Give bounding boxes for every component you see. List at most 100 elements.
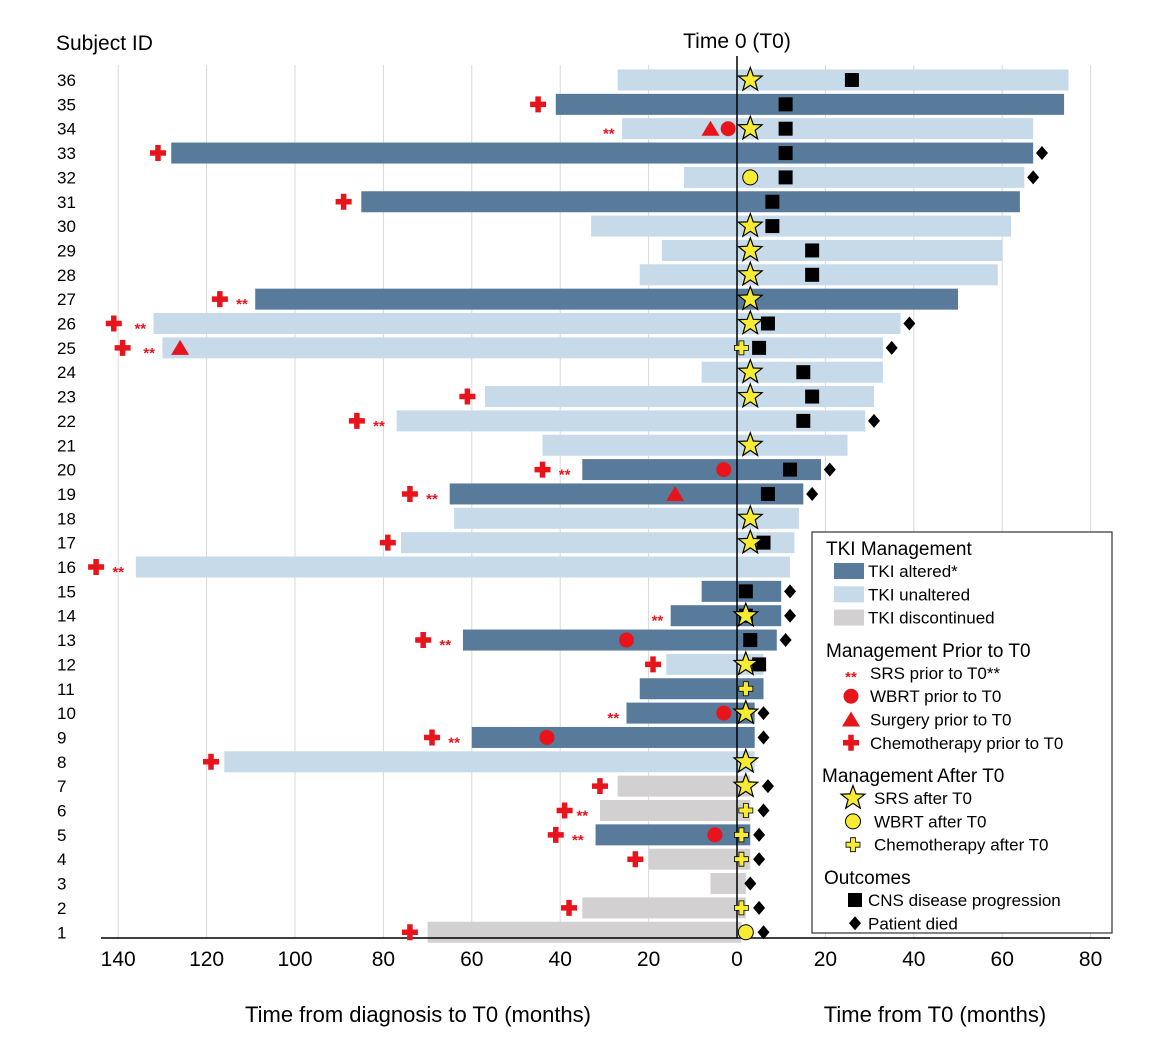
progression-marker [760, 486, 775, 501]
progression-marker [752, 340, 767, 355]
tki-bar-unaltered [622, 118, 1034, 140]
x-axis-title-right: Time from T0 (months) [824, 1002, 1046, 1027]
srs-prior-marker: ** [134, 321, 146, 338]
tki-bar-unaltered [661, 239, 1003, 261]
tki-bar-discontinued [648, 848, 751, 870]
chemo-after-marker [734, 827, 749, 843]
legend-section-title: Management Prior to T0 [826, 641, 1031, 662]
chemo-after-marker [734, 851, 749, 867]
x-tick-label: 40 [549, 948, 572, 971]
died-marker [885, 340, 898, 355]
legend-swatch-altered [834, 563, 864, 579]
srs-after-marker [736, 284, 764, 311]
chemo-prior-marker [843, 734, 859, 751]
progression-marker [756, 535, 771, 550]
wbrt-after-marker [742, 169, 759, 186]
legend-item-label: SRS prior to T0** [870, 664, 1000, 683]
x-tick-label: 60 [991, 948, 1014, 971]
event-markers: ** ** ** ** ** ** ** ** ** ** ** ** ** ** [88, 65, 1048, 941]
x-tick-labels: 140 120 100 80 60 40 20 0 20 40 60 80 [101, 948, 1103, 971]
srs-after-marker [736, 236, 764, 263]
tki-bar-unaltered [666, 653, 764, 675]
subject-id-label: 13 [57, 631, 76, 650]
subject-id-label: 14 [57, 607, 76, 626]
legend-item-label: Chemotherapy after T0 [874, 836, 1049, 855]
axes [101, 56, 1110, 939]
legend-item-label: WBRT after T0 [874, 812, 986, 831]
tki-bar-altered [595, 824, 751, 846]
legend-item-label: TKI unaltered [868, 585, 970, 604]
wbrt-prior-marker [720, 121, 736, 137]
subject-id-label: 11 [57, 680, 75, 699]
srs-after-marker [736, 357, 764, 384]
srs-after-marker [736, 382, 764, 409]
chemo-prior-marker [401, 485, 418, 502]
wbrt-after-marker [737, 924, 754, 941]
chemo-prior-marker [534, 461, 551, 478]
tki-bar-unaltered [396, 410, 866, 432]
subject-id-label: 17 [57, 534, 76, 553]
x-tick-label: 140 [101, 948, 136, 971]
subject-id-label: 20 [57, 461, 76, 480]
subject-id-label: 24 [57, 363, 76, 382]
srs-prior-marker: ** [143, 345, 155, 362]
chemo-prior-marker [401, 924, 418, 941]
chemo-prior-marker [547, 826, 564, 843]
progression-marker [796, 365, 811, 380]
progression-marker [783, 462, 798, 477]
surgery-prior-marker [701, 120, 720, 136]
subject-id-label: 1 [57, 923, 66, 942]
srs-prior-marker: ** [373, 418, 385, 435]
srs-after-marker [736, 309, 764, 336]
progression-marker [738, 584, 753, 599]
chemo-prior-marker [530, 96, 547, 113]
subject-id-label: 2 [57, 899, 66, 918]
chemo-prior-marker [556, 802, 573, 819]
tki-bar-altered [670, 605, 782, 627]
subject-id-label: 30 [57, 217, 76, 236]
srs-prior-marker: ** [439, 637, 451, 654]
subject-id-label: 22 [57, 412, 76, 431]
chemo-after-marker [734, 340, 749, 356]
subject-id-label: 26 [57, 315, 76, 334]
died-marker [753, 827, 766, 842]
srs-prior-marker: ** [607, 710, 619, 727]
died-marker [1027, 170, 1040, 185]
legend: TKI Management TKI altered* TKI unaltered T… [811, 531, 1113, 934]
srs-prior-marker: ** [448, 734, 460, 751]
srs-prior-marker: ** [572, 832, 584, 849]
srs-after-marker [732, 698, 760, 725]
surgery-prior-marker [666, 485, 685, 501]
x-axis-title-left: Time from diagnosis to T0 (months) [245, 1002, 591, 1027]
x-tick-label: 80 [372, 948, 395, 971]
tki-bar-unaltered [683, 166, 1025, 188]
progression-marker [805, 243, 820, 258]
died-marker [784, 584, 797, 599]
tki-bar-altered [449, 483, 804, 505]
subject-id-label: 18 [57, 509, 76, 528]
progression-marker [778, 97, 793, 112]
legend-item-label: TKI discontinued [868, 609, 995, 628]
chemo-prior-marker [459, 388, 476, 405]
progression-marker [796, 413, 811, 428]
tki-bar-altered [471, 726, 755, 748]
legend-section-title: Management After T0 [822, 766, 1004, 787]
subject-id-label: 9 [57, 728, 66, 747]
progression-marker [752, 657, 767, 672]
legend-item-label: CNS disease progression [868, 891, 1061, 910]
tki-bar-unaltered [135, 556, 791, 578]
tki-bar-altered [255, 288, 959, 310]
died-marker [753, 900, 766, 915]
wbrt-prior-marker [539, 729, 555, 745]
legend-item-label: TKI altered* [868, 562, 958, 581]
legend-item-label: Chemotherapy prior to T0 [870, 734, 1063, 753]
subject-id-label: 21 [57, 436, 76, 455]
subject-id-label: 7 [57, 777, 66, 796]
tki-bar-unaltered [153, 313, 901, 334]
tki-bars [135, 69, 1069, 943]
tki-bar-unaltered [617, 69, 1069, 91]
surgery-prior-marker [171, 339, 190, 355]
died-marker [849, 916, 861, 931]
wbrt-prior-marker [619, 632, 634, 648]
progression-marker [848, 893, 862, 907]
